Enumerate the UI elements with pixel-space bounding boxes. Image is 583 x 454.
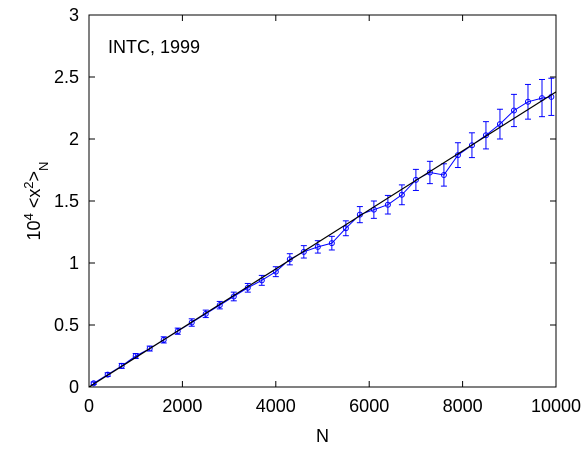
fit-line [88, 91, 557, 388]
data-point [146, 345, 153, 352]
data-point [104, 371, 111, 378]
data-point [300, 248, 307, 255]
data-point [510, 107, 517, 114]
y-tick-label: 3 [69, 5, 79, 25]
x-tick-label: 6000 [349, 396, 389, 416]
y-tick-label: 1 [69, 253, 79, 273]
x-tick-label: 2000 [162, 396, 202, 416]
y-axis-label-mid2: > [24, 171, 44, 182]
y-tick-label: 2 [69, 129, 79, 149]
y-tick-label: 0 [69, 377, 79, 397]
plot-frame [88, 14, 557, 388]
y-axis-label: 104 <x2>N [21, 162, 51, 241]
data-point [174, 328, 181, 335]
data-point [118, 362, 125, 369]
x-tick-label: 4000 [256, 396, 296, 416]
data-point [342, 225, 349, 232]
y-axis-label-exp2: 2 [21, 181, 36, 188]
data-point [314, 243, 321, 250]
y-tick-label: 2.5 [54, 67, 79, 87]
y-tick-label: 0.5 [54, 315, 79, 335]
data-point [202, 310, 209, 317]
data-point [482, 132, 489, 139]
data-point [398, 191, 405, 198]
data-point [468, 142, 475, 149]
data-point [412, 176, 419, 183]
data-point [524, 98, 531, 105]
y-axis-label-mid: <x [24, 189, 44, 214]
data-point [216, 302, 223, 309]
y-axis-label-exp: 4 [21, 213, 36, 220]
data-point [328, 240, 335, 247]
x-axis-label: N [316, 426, 329, 446]
x-tick-label: 8000 [443, 396, 483, 416]
data-point [286, 256, 293, 263]
data-point [90, 380, 97, 387]
data-point [440, 171, 447, 178]
y-axis-label-sub: N [36, 162, 51, 171]
data-point [188, 319, 195, 326]
x-tick-label: 0 [84, 396, 94, 416]
x-tick-label: 10000 [531, 396, 581, 416]
y-tick-label: 1.5 [54, 191, 79, 211]
data-point [384, 201, 391, 208]
plot-marks [88, 77, 557, 388]
chart-annotation: INTC, 1999 [108, 37, 200, 57]
axis-ticks: 0 2000 4000 6000 8000 10000 0 0.5 1 1.5 2 2.5 3 [54, 5, 581, 416]
data-point [160, 336, 167, 343]
y-axis-label-base: 10 [24, 220, 44, 240]
